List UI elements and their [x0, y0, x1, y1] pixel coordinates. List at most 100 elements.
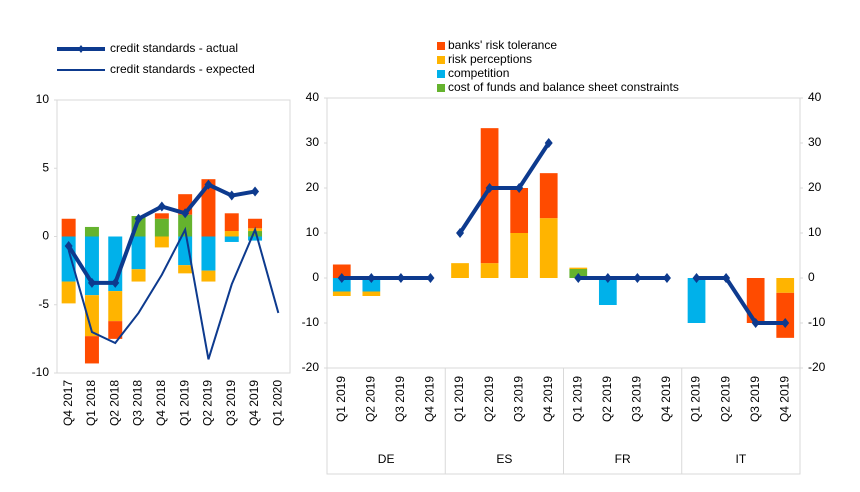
x-tick-label: Q4 2019	[777, 376, 791, 422]
x-tick-label: Q1 2019	[334, 376, 348, 422]
x-tick-label: Q4 2019	[247, 380, 261, 426]
x-tick-label: Q2 2019	[364, 376, 378, 422]
legend-marker	[78, 45, 84, 53]
bar-segment	[362, 291, 381, 296]
line-marker	[692, 273, 701, 283]
bar-segment	[510, 188, 529, 233]
y-tick-label: 5	[42, 160, 49, 174]
line-marker	[337, 273, 346, 283]
x-tick-label: Q1 2019	[177, 380, 191, 426]
x-tick-label: Q1 2019	[452, 376, 466, 422]
x-tick-label: Q3 2019	[393, 376, 407, 422]
bar-segment	[154, 213, 169, 219]
bar-segment	[480, 128, 499, 264]
bar-segment	[776, 292, 795, 338]
bar-segment	[362, 278, 381, 292]
legend-label: risk perceptions	[448, 52, 532, 66]
y-tick-label: -10	[32, 365, 50, 379]
y-tick-label: 30	[306, 135, 320, 149]
bar-segment	[569, 267, 588, 269]
bar-segment	[154, 236, 169, 248]
x-tick-label: Q3 2019	[630, 376, 644, 422]
y-tick-label: 0	[42, 229, 49, 243]
line-marker	[396, 273, 405, 283]
legend-swatch	[437, 70, 445, 78]
bar-segment	[248, 231, 263, 237]
line-marker	[485, 183, 494, 193]
bar-segment	[332, 278, 351, 292]
bar-segment	[61, 281, 76, 304]
bar-segment	[480, 263, 499, 278]
line-marker	[633, 273, 642, 283]
line-marker	[781, 318, 790, 328]
bar-segment	[332, 264, 351, 278]
bar-segment	[178, 265, 193, 274]
y-tick-label: -5	[38, 297, 49, 311]
group-label: DE	[378, 452, 395, 466]
bar-segment	[108, 291, 123, 322]
line-marker	[544, 138, 553, 148]
group-label: IT	[736, 452, 747, 466]
y-tick-label: 10	[36, 92, 50, 106]
line-marker	[181, 208, 190, 219]
line-marker	[574, 273, 583, 283]
line-marker	[204, 179, 213, 190]
line-marker	[251, 186, 260, 197]
y-tick-label: -20	[302, 360, 320, 374]
y-tick-label: 40	[306, 90, 320, 104]
y2-tick-label: 10	[808, 225, 822, 239]
x-tick-label: Q4 2019	[659, 376, 673, 422]
bar-segment	[224, 231, 239, 237]
bar-segment	[131, 269, 146, 282]
y2-tick-label: -10	[808, 315, 826, 329]
x-tick-label: Q4 2019	[541, 376, 555, 422]
x-tick-label: Q3 2019	[511, 376, 525, 422]
line-marker	[662, 273, 671, 283]
bar-segment	[61, 236, 76, 282]
line-marker	[515, 183, 524, 193]
y-tick-label: 20	[306, 180, 320, 194]
x-tick-label: Q2 2018	[107, 380, 121, 426]
x-tick-label: Q4 2017	[61, 380, 75, 426]
group-label: ES	[496, 452, 512, 466]
x-tick-label: Q4 2019	[423, 376, 437, 422]
line-marker	[227, 190, 236, 201]
y2-tick-label: 20	[808, 180, 822, 194]
bar-segment	[248, 218, 263, 229]
group-label: FR	[615, 452, 631, 466]
bar-segment	[131, 236, 146, 270]
x-tick-label: Q1 2018	[84, 380, 98, 426]
legend-swatch	[437, 84, 445, 92]
line-marker	[603, 273, 612, 283]
bar-segment	[201, 179, 216, 237]
x-tick-label: Q2 2019	[201, 380, 215, 426]
bar-segment	[84, 336, 99, 364]
line-marker	[157, 201, 166, 212]
x-tick-label: Q1 2019	[570, 376, 584, 422]
bar-segment	[451, 263, 469, 278]
line-marker	[456, 228, 465, 238]
y2-tick-label: 40	[808, 90, 822, 104]
plot-frame	[326, 97, 801, 369]
legend-label: credit standards - expected	[110, 62, 255, 76]
bar-segment	[510, 233, 529, 278]
bar-segment	[776, 278, 795, 293]
bar-segment	[154, 218, 169, 237]
y2-tick-label: 30	[808, 135, 822, 149]
line-series	[67, 226, 280, 360]
legend-label: cost of funds and balance sheet constrai…	[448, 80, 679, 94]
bar-segment	[332, 291, 351, 296]
legend-swatch	[437, 56, 445, 64]
x-tick-label: Q1 2019	[689, 376, 703, 422]
bar-segment	[687, 278, 706, 323]
line-marker	[64, 241, 73, 252]
x-tick-label: Q4 2018	[154, 380, 168, 426]
bar-segment	[84, 226, 99, 237]
bar-segment	[248, 236, 263, 241]
bar-segment	[746, 278, 765, 323]
bar-segment	[61, 218, 76, 237]
bar-segment	[224, 213, 239, 232]
x-tick-label: Q2 2019	[718, 376, 732, 422]
legend-label: competition	[448, 66, 509, 80]
